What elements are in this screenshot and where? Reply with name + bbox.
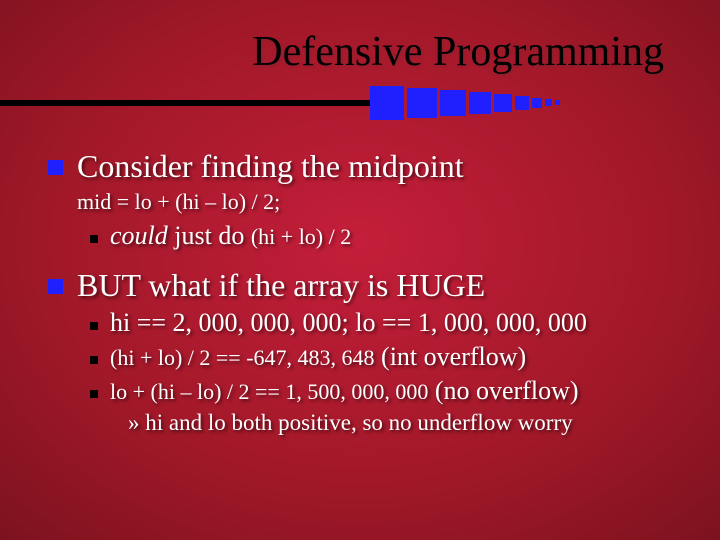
slide-body: Consider finding the midpoint mid = lo +… <box>0 148 720 436</box>
bullet-2-sub-3: lo + (hi – lo) / 2 == 1, 500, 000, 000 (… <box>90 376 690 406</box>
bullet-2-sub-1: hi == 2, 000, 000, 000; lo == 1, 000, 00… <box>90 308 690 338</box>
bullet-1: Consider finding the midpoint <box>48 148 690 185</box>
bullet-1-sub: could just do (hi + lo) / 2 <box>90 221 690 251</box>
slide-title: Defensive Programming <box>0 0 720 86</box>
square-bullet-icon <box>48 160 63 175</box>
bullet-1-text: Consider finding the midpoint <box>77 148 464 185</box>
bullet-2-sub-3-note: » hi and lo both positive, so no underfl… <box>128 410 690 436</box>
bullet-2-sub-2: (hi + lo) / 2 == -647, 483, 648 (int ove… <box>90 342 690 372</box>
bullet-2-sub-1-text: hi == 2, 000, 000, 000; lo == 1, 000, 00… <box>110 308 587 338</box>
bullet-2-sub-3-text: lo + (hi – lo) / 2 == 1, 500, 000, 000 (… <box>110 376 579 406</box>
decorative-bar <box>0 86 720 120</box>
dot-bullet-icon <box>90 356 98 364</box>
dot-bullet-icon <box>90 235 98 243</box>
square-bullet-icon <box>48 279 63 294</box>
bullet-2: BUT what if the array is HUGE <box>48 267 690 304</box>
bullet-1-sub-text: could just do (hi + lo) / 2 <box>110 221 351 251</box>
dot-bullet-icon <box>90 322 98 330</box>
code-line: mid = lo + (hi – lo) / 2; <box>77 189 690 215</box>
bullet-2-sub-2-text: (hi + lo) / 2 == -647, 483, 648 (int ove… <box>110 342 526 372</box>
bullet-2-text: BUT what if the array is HUGE <box>77 267 485 304</box>
dot-bullet-icon <box>90 390 98 398</box>
